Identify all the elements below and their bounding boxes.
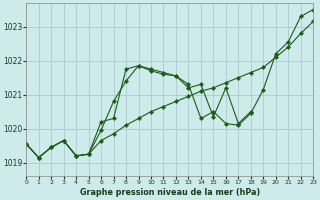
X-axis label: Graphe pression niveau de la mer (hPa): Graphe pression niveau de la mer (hPa): [80, 188, 260, 197]
